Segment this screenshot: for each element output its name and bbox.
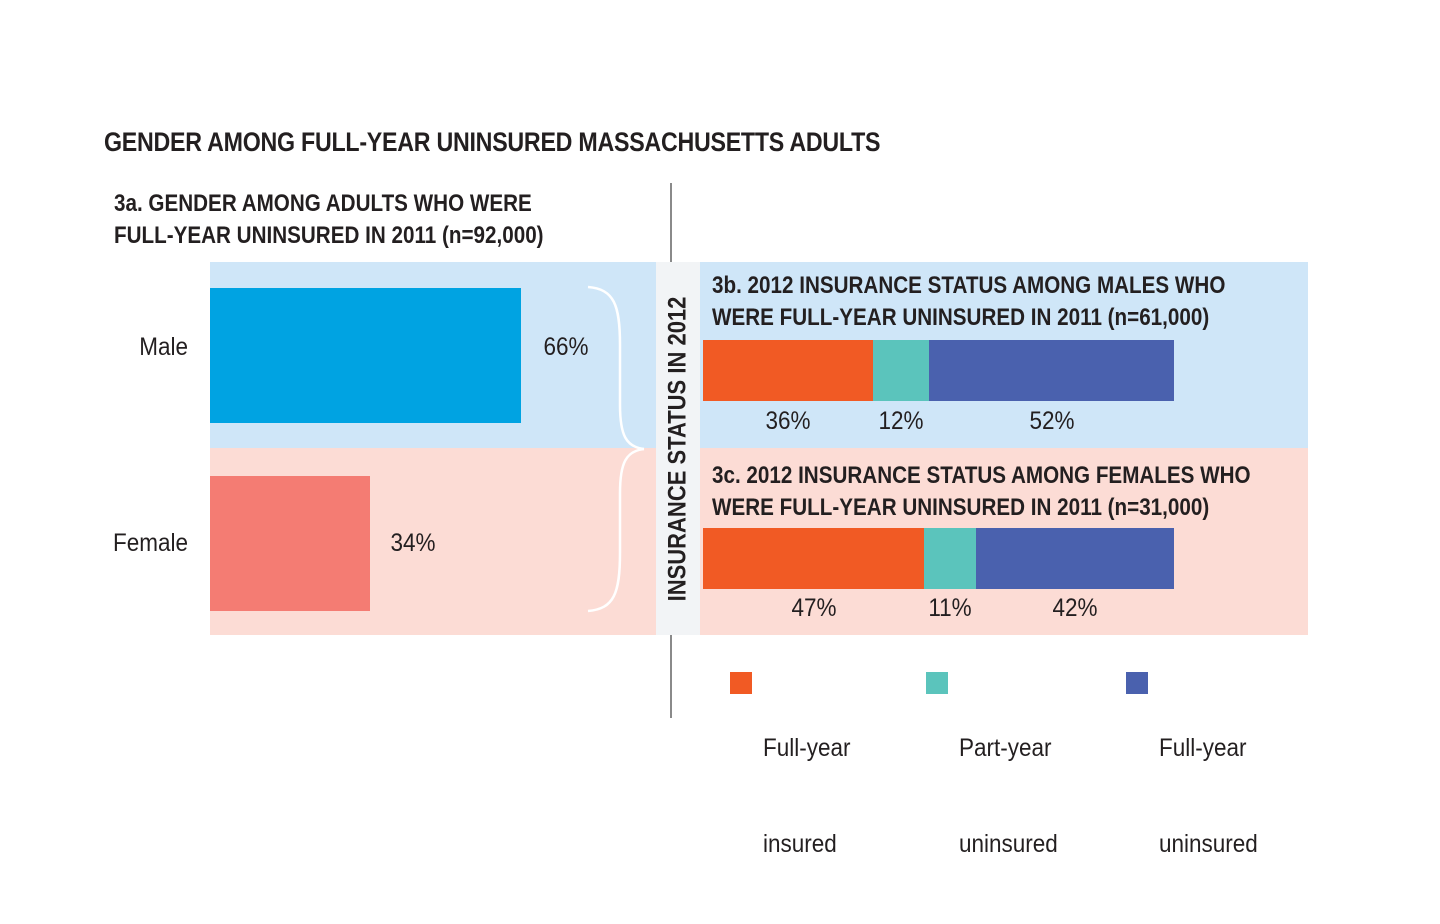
males-segment-full-year-insured	[703, 340, 873, 401]
females-segment-full-year-uninsured	[976, 528, 1174, 589]
chart-3a-title-line1: 3a. GENDER AMONG ADULTS WHO WERE	[114, 190, 532, 217]
brace-decoration	[587, 285, 645, 613]
males-label-full-year-uninsured: 52%	[1029, 407, 1075, 435]
males-label-part-year-uninsured: 12%	[878, 407, 924, 435]
chart-3c-title: 3c. 2012 INSURANCE STATUS AMONG FEMALES …	[712, 460, 1251, 524]
females-label-part-year-uninsured: 11%	[928, 594, 972, 622]
stacked-bar-males	[703, 340, 1174, 401]
legend-swatch-full-year-insured	[730, 672, 752, 694]
bar-value-label-female: 34%	[390, 529, 436, 557]
legend-item-full-year-insured: Full-year insured	[730, 668, 860, 924]
females-segment-full-year-insured	[703, 528, 925, 589]
males-segment-part-year-uninsured	[872, 340, 930, 401]
legend-label-line2: insured	[763, 830, 837, 858]
category-label-male: Male	[139, 333, 188, 361]
chart-3c-title-line2: WERE FULL-YEAR UNINSURED IN 2011 (n=31,0…	[712, 494, 1210, 521]
chart-3a-title: 3a. GENDER AMONG ADULTS WHO WERE FULL-YE…	[114, 188, 544, 252]
chart-3c-title-line1: 3c. 2012 INSURANCE STATUS AMONG FEMALES …	[712, 462, 1251, 489]
chart-3a-title-line2: FULL-YEAR UNINSURED IN 2011 (n=92,000)	[114, 222, 544, 249]
stacked-bar-males-labels: 36% 12% 52%	[703, 407, 1174, 439]
legend-label-line2: uninsured	[1159, 830, 1258, 858]
stacked-bar-females	[703, 528, 1174, 589]
legend-item-full-year-uninsured: Full-year uninsured	[1126, 668, 1269, 924]
bar-value-label-male: 66%	[543, 333, 589, 361]
stacked-bar-females-labels: 47% 11% 42%	[703, 594, 1174, 626]
chart-3b-title: 3b. 2012 INSURANCE STATUS AMONG MALES WH…	[712, 270, 1225, 334]
males-label-full-year-insured: 36%	[765, 407, 811, 435]
bar-male	[210, 288, 521, 423]
chart-title: GENDER AMONG FULL-YEAR UNINSURED MASSACH…	[104, 127, 881, 157]
legend-label-line2: uninsured	[959, 830, 1058, 858]
chart-3b-title-line1: 3b. 2012 INSURANCE STATUS AMONG MALES WH…	[712, 272, 1226, 299]
insurance-status-side-label: INSURANCE STATUS IN 2012	[656, 262, 700, 635]
legend-label-line1: Part-year	[959, 734, 1052, 762]
legend-label-line1: Full-year	[763, 734, 851, 762]
males-segment-full-year-uninsured	[929, 340, 1174, 401]
females-segment-part-year-uninsured	[924, 528, 977, 589]
chart-3b-title-line2: WERE FULL-YEAR UNINSURED IN 2011 (n=61,0…	[712, 304, 1210, 331]
category-label-female: Female	[112, 529, 188, 557]
legend-item-part-year-uninsured: Part-year uninsured	[926, 668, 1069, 924]
side-label-text: INSURANCE STATUS IN 2012	[663, 296, 692, 601]
legend-label-part-year-uninsured: Part-year uninsured	[959, 668, 1058, 924]
females-label-full-year-uninsured: 42%	[1052, 594, 1098, 622]
bar-female	[210, 476, 371, 611]
legend-swatch-full-year-uninsured	[1126, 672, 1148, 694]
legend-label-full-year-uninsured: Full-year uninsured	[1159, 668, 1258, 924]
legend-swatch-part-year-uninsured	[926, 672, 948, 694]
females-label-full-year-insured: 47%	[791, 594, 837, 622]
legend-label-line1: Full-year	[1159, 734, 1247, 762]
legend-label-full-year-insured: Full-year insured	[763, 668, 851, 924]
